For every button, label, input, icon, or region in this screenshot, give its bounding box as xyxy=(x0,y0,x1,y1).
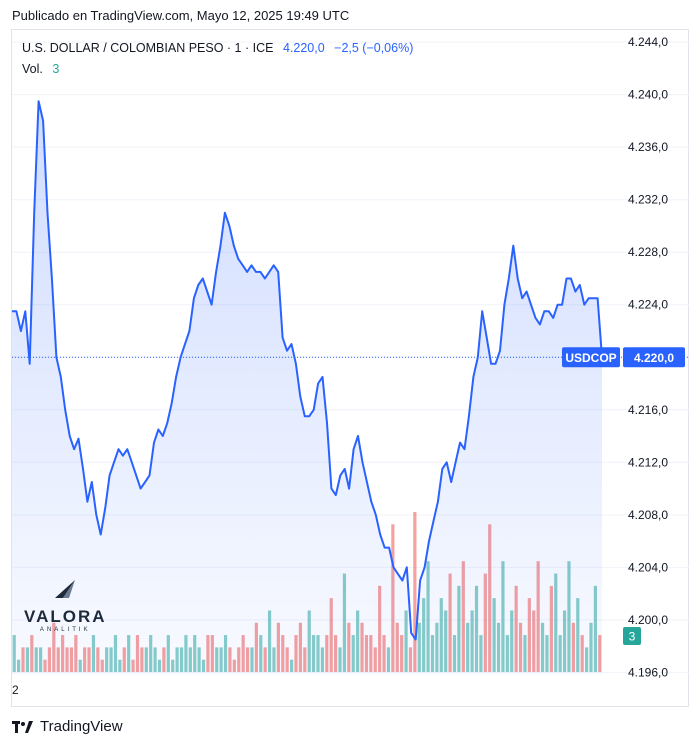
last-price-label: 4.220,0 xyxy=(634,351,674,365)
y-axis-ticks: 4.196,0 4.200,0 4.204,0 4.208,0 4.212,0 4.216… xyxy=(628,35,668,679)
y-tick-label: 4.200,0 xyxy=(628,613,668,627)
volume-value: 3 xyxy=(52,62,60,76)
price-area xyxy=(12,101,602,675)
price-line xyxy=(12,100,603,641)
footer-brand: TradingView xyxy=(40,718,123,735)
y-tick-label: 4.208,0 xyxy=(628,508,668,522)
y-tick-label: 4.212,0 xyxy=(628,455,668,469)
last-price-label-bg xyxy=(623,347,685,368)
y-tick-label: 4.216,0 xyxy=(628,403,668,417)
y-tick-label: 4.224,0 xyxy=(628,298,668,312)
y-tick-label: 4.244,0 xyxy=(628,35,668,49)
volume-label: Vol. xyxy=(22,62,43,76)
x-axis-tick: 2 xyxy=(12,683,19,697)
y-tick-label: 4.196,0 xyxy=(628,665,668,679)
tradingview-footer[interactable]: TradingView xyxy=(12,718,123,735)
symbol-name: U.S. DOLLAR / COLOMBIAN PESO · 1 · ICE xyxy=(22,41,274,55)
price-change: −2,5 (−0,06%) xyxy=(334,41,414,55)
chart-frame xyxy=(11,29,689,707)
y-tick-label: 4.236,0 xyxy=(628,140,668,154)
y-tick-label: 4.232,0 xyxy=(628,193,668,207)
y-tick-label: 4.228,0 xyxy=(628,245,668,259)
y-tick-label: 4.240,0 xyxy=(628,88,668,102)
published-caption: Publicado en TradingView.com, Mayo 12, 2… xyxy=(12,8,350,23)
y-tick-label: 4.204,0 xyxy=(628,560,668,574)
volume-legend: Vol. 3 xyxy=(22,62,59,76)
tradingview-logo-icon xyxy=(12,720,33,733)
volume-bar xyxy=(413,512,417,672)
ticker-label-bg xyxy=(562,347,620,368)
ticker-label: USDCOP xyxy=(565,351,616,365)
valora-logo-icon xyxy=(55,580,76,598)
watermark-sub: ANALITIK xyxy=(39,627,91,633)
volume-badge-bg xyxy=(623,627,641,645)
watermark-brand: VALORA xyxy=(24,607,107,626)
symbol-legend: U.S. DOLLAR / COLOMBIAN PESO · 1 · ICE 4… xyxy=(22,41,413,55)
volume-badge: 3 xyxy=(629,630,636,644)
valora-watermark: VALORA ANALITIK xyxy=(24,578,107,633)
last-price: 4.220,0 xyxy=(282,41,325,55)
